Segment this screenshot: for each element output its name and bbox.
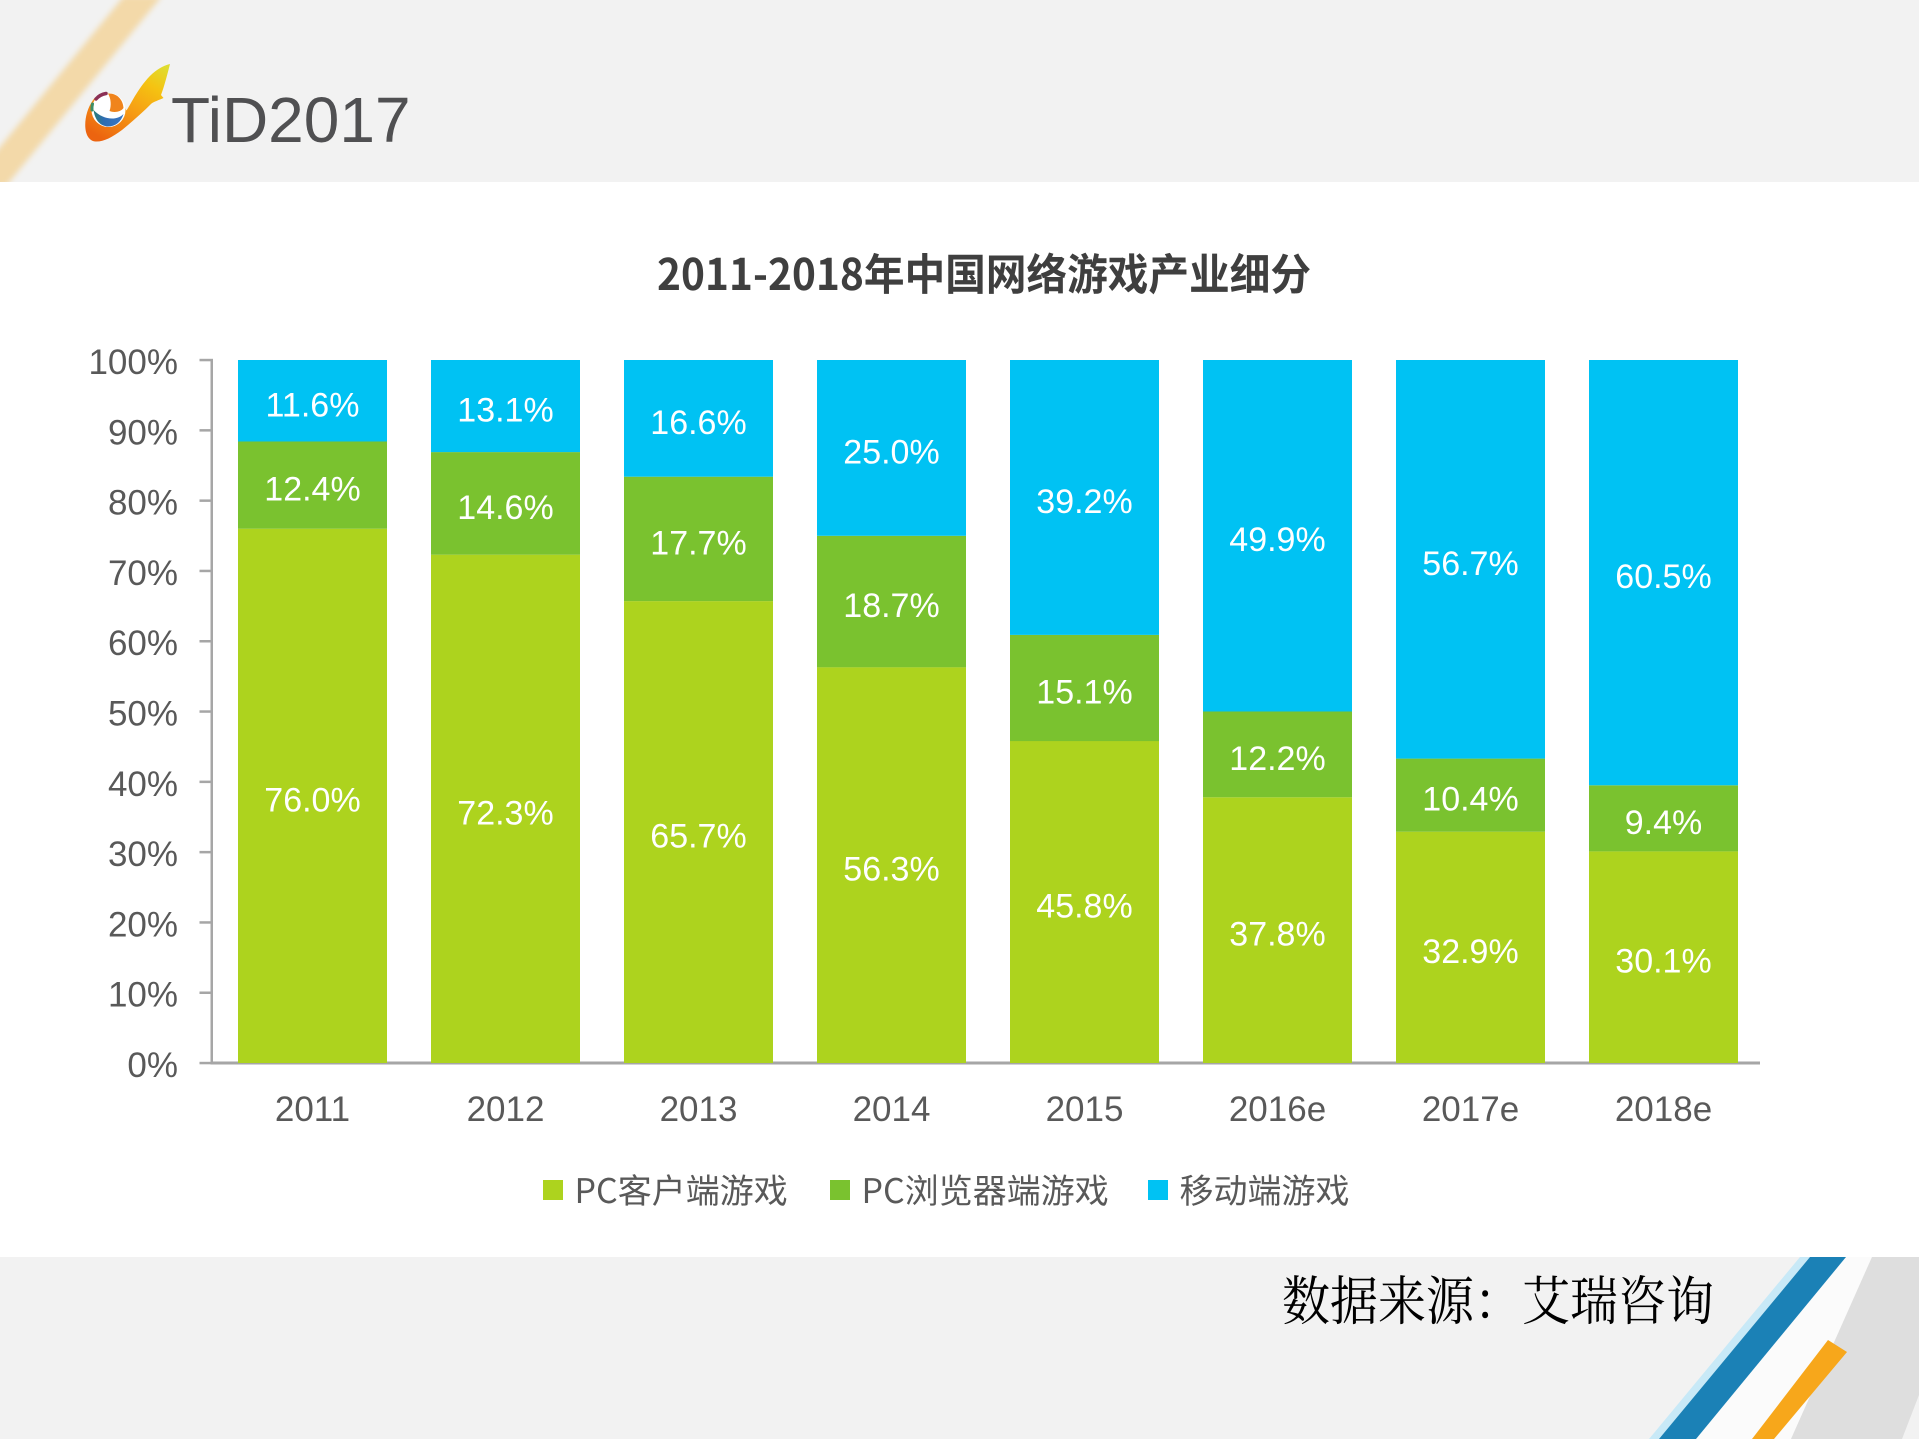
svg-text:2016e: 2016e: [1229, 1090, 1326, 1129]
svg-text:18.7%: 18.7%: [843, 587, 939, 625]
svg-text:12.4%: 12.4%: [264, 471, 360, 509]
svg-text:10.4%: 10.4%: [1422, 781, 1518, 819]
svg-text:70%: 70%: [108, 554, 178, 593]
svg-text:76.0%: 76.0%: [264, 781, 360, 819]
svg-text:11.6%: 11.6%: [266, 386, 360, 424]
svg-text:37.8%: 37.8%: [1229, 916, 1325, 954]
svg-text:2014: 2014: [853, 1090, 931, 1129]
svg-text:39.2%: 39.2%: [1036, 483, 1132, 521]
svg-text:25.0%: 25.0%: [843, 433, 939, 471]
svg-text:2011: 2011: [275, 1090, 350, 1129]
svg-text:10%: 10%: [108, 976, 178, 1015]
svg-text:50%: 50%: [108, 695, 178, 734]
svg-text:65.7%: 65.7%: [650, 818, 746, 856]
svg-text:2013: 2013: [660, 1090, 738, 1129]
svg-text:2015: 2015: [1046, 1090, 1124, 1129]
svg-text:2018e: 2018e: [1615, 1090, 1712, 1129]
svg-text:30.1%: 30.1%: [1615, 943, 1711, 981]
svg-text:TiD2017: TiD2017: [171, 84, 411, 156]
svg-text:80%: 80%: [108, 484, 178, 523]
svg-text:56.7%: 56.7%: [1422, 545, 1518, 583]
svg-text:20%: 20%: [108, 905, 178, 944]
svg-text:30%: 30%: [108, 835, 178, 874]
svg-text:100%: 100%: [88, 343, 178, 382]
svg-text:72.3%: 72.3%: [457, 794, 553, 832]
svg-text:15.1%: 15.1%: [1036, 673, 1132, 711]
svg-text:0%: 0%: [127, 1046, 178, 1085]
svg-text:2012: 2012: [467, 1090, 545, 1129]
svg-text:17.7%: 17.7%: [650, 524, 746, 562]
svg-text:2017e: 2017e: [1422, 1090, 1519, 1129]
svg-text:32.9%: 32.9%: [1422, 933, 1518, 971]
svg-text:56.3%: 56.3%: [843, 851, 939, 889]
svg-text:9.4%: 9.4%: [1625, 804, 1703, 842]
svg-text:13.1%: 13.1%: [457, 392, 553, 430]
svg-text:16.6%: 16.6%: [650, 404, 746, 442]
svg-text:40%: 40%: [108, 765, 178, 804]
svg-text:60.5%: 60.5%: [1615, 558, 1711, 596]
svg-text:90%: 90%: [108, 413, 178, 452]
svg-text:14.6%: 14.6%: [457, 489, 553, 527]
svg-text:45.8%: 45.8%: [1036, 888, 1132, 926]
svg-text:12.2%: 12.2%: [1229, 740, 1325, 778]
svg-text:49.9%: 49.9%: [1229, 521, 1325, 559]
svg-text:60%: 60%: [108, 624, 178, 663]
